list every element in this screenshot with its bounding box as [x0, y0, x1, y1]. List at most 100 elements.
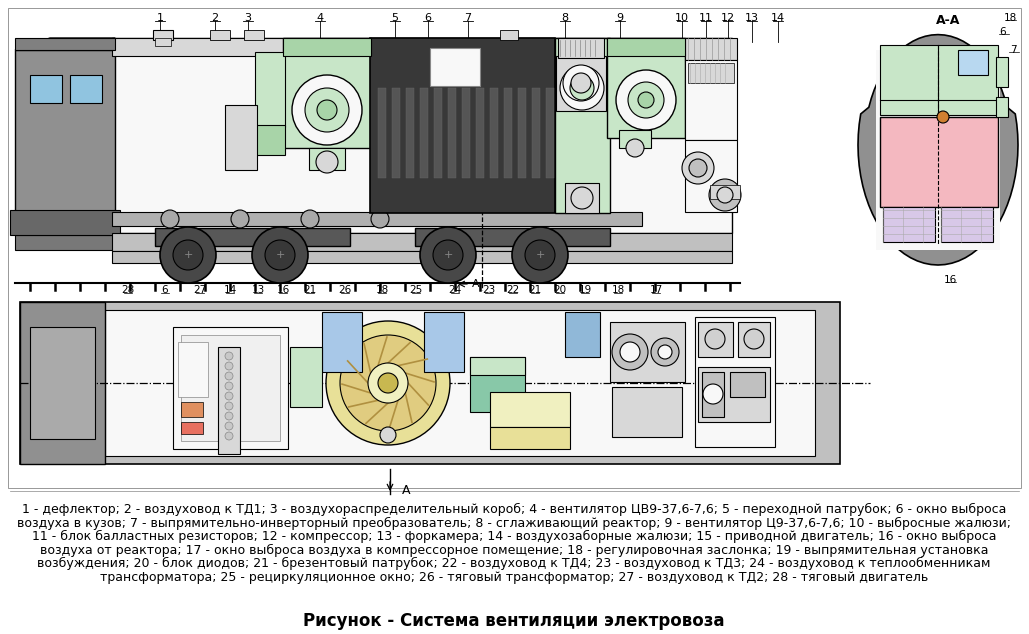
Text: 25: 25: [410, 285, 423, 295]
Bar: [612, 387, 682, 437]
Circle shape: [316, 151, 338, 173]
Bar: [112, 38, 732, 56]
Text: 16: 16: [277, 285, 289, 295]
Bar: [153, 30, 173, 40]
Bar: [255, 125, 285, 155]
Bar: [490, 427, 570, 449]
Bar: [30, 327, 95, 439]
Bar: [112, 251, 732, 263]
Text: 6: 6: [1000, 27, 1006, 37]
Circle shape: [301, 210, 319, 228]
Circle shape: [420, 227, 476, 283]
Circle shape: [225, 422, 233, 430]
Bar: [565, 312, 600, 357]
Bar: [10, 210, 120, 235]
Bar: [730, 372, 765, 397]
Text: 11: 11: [699, 13, 713, 23]
Circle shape: [638, 92, 654, 108]
Bar: [500, 30, 518, 40]
Bar: [738, 322, 770, 357]
Bar: [504, 88, 512, 178]
Text: А-А: А-А: [935, 13, 960, 27]
Circle shape: [560, 66, 604, 110]
Circle shape: [230, 210, 249, 228]
Text: 18: 18: [376, 285, 389, 295]
Bar: [462, 88, 470, 178]
Text: 18: 18: [611, 285, 625, 295]
Circle shape: [225, 362, 233, 370]
Bar: [880, 45, 998, 115]
Text: +: +: [183, 250, 192, 260]
Bar: [710, 185, 740, 199]
Bar: [565, 183, 599, 213]
Bar: [490, 88, 498, 178]
Bar: [20, 302, 105, 464]
Text: воздуха от реактора; 17 - окно выброса воздуха в компрессорное помещение; 18 - р: воздуха от реактора; 17 - окно выброса в…: [40, 543, 988, 557]
Bar: [470, 357, 525, 375]
Bar: [430, 48, 480, 86]
Circle shape: [689, 159, 707, 177]
Circle shape: [225, 372, 233, 380]
Circle shape: [703, 384, 723, 404]
Circle shape: [380, 427, 396, 443]
Text: 23: 23: [483, 285, 496, 295]
Text: 22: 22: [506, 285, 520, 295]
Text: А: А: [402, 484, 411, 496]
Text: +: +: [535, 250, 544, 260]
Text: 3: 3: [245, 13, 251, 23]
Circle shape: [161, 210, 179, 228]
Circle shape: [326, 321, 450, 445]
Bar: [415, 228, 610, 246]
Bar: [958, 50, 988, 75]
Bar: [434, 88, 442, 178]
Text: 8: 8: [562, 13, 569, 23]
Circle shape: [225, 432, 233, 440]
Bar: [290, 347, 322, 407]
Text: 9: 9: [616, 13, 624, 23]
Text: 7: 7: [464, 13, 471, 23]
Text: +: +: [443, 250, 453, 260]
Bar: [30, 75, 62, 103]
Bar: [532, 88, 540, 178]
Text: 2: 2: [211, 13, 218, 23]
Bar: [476, 88, 484, 178]
Text: 26: 26: [339, 285, 352, 295]
Text: 13: 13: [251, 285, 264, 295]
Bar: [610, 322, 685, 382]
Text: 13: 13: [745, 13, 759, 23]
Circle shape: [682, 152, 714, 184]
Circle shape: [159, 227, 216, 283]
Text: А: А: [472, 279, 480, 289]
Bar: [370, 38, 555, 213]
Bar: [322, 312, 362, 372]
Circle shape: [651, 338, 679, 366]
Text: 19: 19: [578, 285, 592, 295]
Bar: [685, 140, 737, 212]
Circle shape: [433, 240, 463, 270]
Bar: [173, 327, 288, 449]
Circle shape: [225, 392, 233, 400]
Circle shape: [628, 82, 664, 118]
Circle shape: [717, 187, 733, 203]
Bar: [546, 88, 554, 178]
Bar: [15, 38, 115, 50]
Bar: [420, 88, 428, 178]
Bar: [255, 52, 285, 127]
Bar: [15, 50, 115, 235]
Text: 6: 6: [425, 13, 431, 23]
Circle shape: [225, 412, 233, 420]
Circle shape: [525, 240, 555, 270]
Bar: [883, 207, 935, 242]
Text: 27: 27: [193, 285, 207, 295]
Circle shape: [616, 70, 676, 130]
Text: 10: 10: [675, 13, 689, 23]
Circle shape: [317, 100, 338, 120]
Text: 7: 7: [1009, 45, 1017, 55]
Text: 20: 20: [554, 285, 567, 295]
Bar: [685, 38, 737, 60]
Bar: [392, 88, 400, 178]
Text: 12: 12: [721, 13, 735, 23]
Bar: [70, 75, 102, 103]
Bar: [105, 310, 815, 456]
Bar: [518, 88, 526, 178]
